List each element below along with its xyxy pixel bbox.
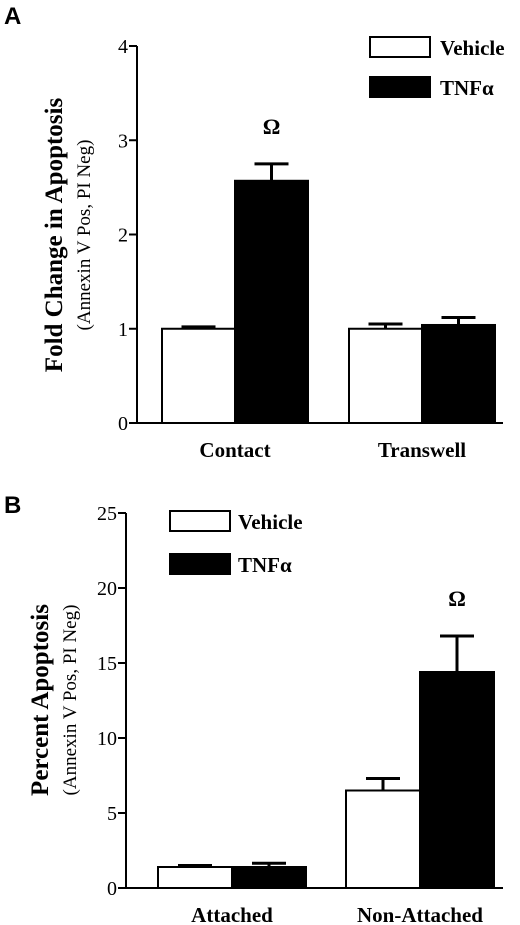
panel-a-y-axis-sublabel: (Annexin V Pos, PI Neg) xyxy=(74,140,95,331)
panel-a-category-label: Contact xyxy=(199,438,270,462)
panel-b-legend-swatch xyxy=(169,553,231,575)
panel-a-y-tick-label: 4 xyxy=(118,36,128,58)
panel-a-y-axis-label: Fold Change in Apoptosis xyxy=(41,98,68,373)
panel-a-y-tick-label: 1 xyxy=(118,319,128,341)
panel-b-y-tick-label: 10 xyxy=(97,728,117,750)
panel-b-significance-marker: Ω xyxy=(448,586,466,611)
panel-a-letter: A xyxy=(4,3,21,30)
panel-a-bar-tnfa xyxy=(234,179,309,424)
panel-b-letter: B xyxy=(4,492,21,519)
panel-b-y-tick-label: 20 xyxy=(97,578,117,600)
panel-b-plot-area: 0 5 10 15 20 25 Attached Non-Attached Ω Vehicle TN… xyxy=(97,503,503,925)
panel-a-legend-label: Vehicle xyxy=(440,36,505,60)
panel-a-y-tick-label: 0 xyxy=(118,413,128,435)
panel-b-chart: B Percent Apoptosis (Annexin V Pos, PI N… xyxy=(4,492,503,925)
panel-a-legend-label: TNFα xyxy=(440,76,494,100)
panel-a-y-axis-subtitle: (Annexin V Pos, PI Neg) xyxy=(74,140,95,331)
panel-b-bar-vehicle xyxy=(157,866,233,889)
panel-b-y-axis-label: Percent Apoptosis xyxy=(27,604,54,796)
panel-a-chart: A Fold Change in Apoptosis (Annexin V Po… xyxy=(4,3,505,462)
panel-a-y-tick-label: 2 xyxy=(118,225,128,247)
panel-a-category-label: Transwell xyxy=(378,438,466,462)
panel-a-y-axis-title: Fold Change in Apoptosis xyxy=(41,98,68,373)
panel-b-category-label: Non-Attached xyxy=(357,903,483,925)
panel-b-legend-label: Vehicle xyxy=(238,510,303,534)
panel-a-bar-vehicle xyxy=(161,327,236,424)
panel-a-legend-swatch xyxy=(369,76,431,98)
panel-a-legend: Vehicle TNFα xyxy=(369,36,505,100)
panel-b-legend-label: TNFα xyxy=(238,553,292,577)
panel-b-y-tick-label: 0 xyxy=(107,878,117,900)
panel-a-bar-vehicle xyxy=(348,327,423,424)
panel-b-legend: Vehicle TNFα xyxy=(169,510,303,577)
panel-b-y-axis-subtitle: (Annexin V Pos, PI Neg) xyxy=(60,605,81,796)
panel-b-y-tick-label: 25 xyxy=(97,503,117,525)
panel-b-y-axis-title: Percent Apoptosis xyxy=(27,604,54,796)
panel-b-bar-tnfa xyxy=(231,866,307,889)
panel-b-bar-vehicle xyxy=(345,789,421,889)
panel-a-y-tick-label: 3 xyxy=(118,130,128,152)
panel-a-bar-tnfa xyxy=(421,323,496,425)
panel-a-significance-marker: Ω xyxy=(263,114,281,139)
panel-b-y-axis-sublabel: (Annexin V Pos, PI Neg) xyxy=(60,605,81,796)
panel-b-legend-swatch xyxy=(169,510,231,532)
panel-a-plot-area: 0 1 2 3 4 Contact Transwell Ω Vehicle TNFα xyxy=(118,36,505,462)
panel-b-bar-tnfa xyxy=(419,671,495,889)
panel-b-y-tick-label: 5 xyxy=(107,803,117,825)
panel-b-category-label: Attached xyxy=(191,903,273,925)
panel-b-y-tick-label: 15 xyxy=(97,653,117,675)
panel-a-legend-swatch xyxy=(369,36,431,58)
